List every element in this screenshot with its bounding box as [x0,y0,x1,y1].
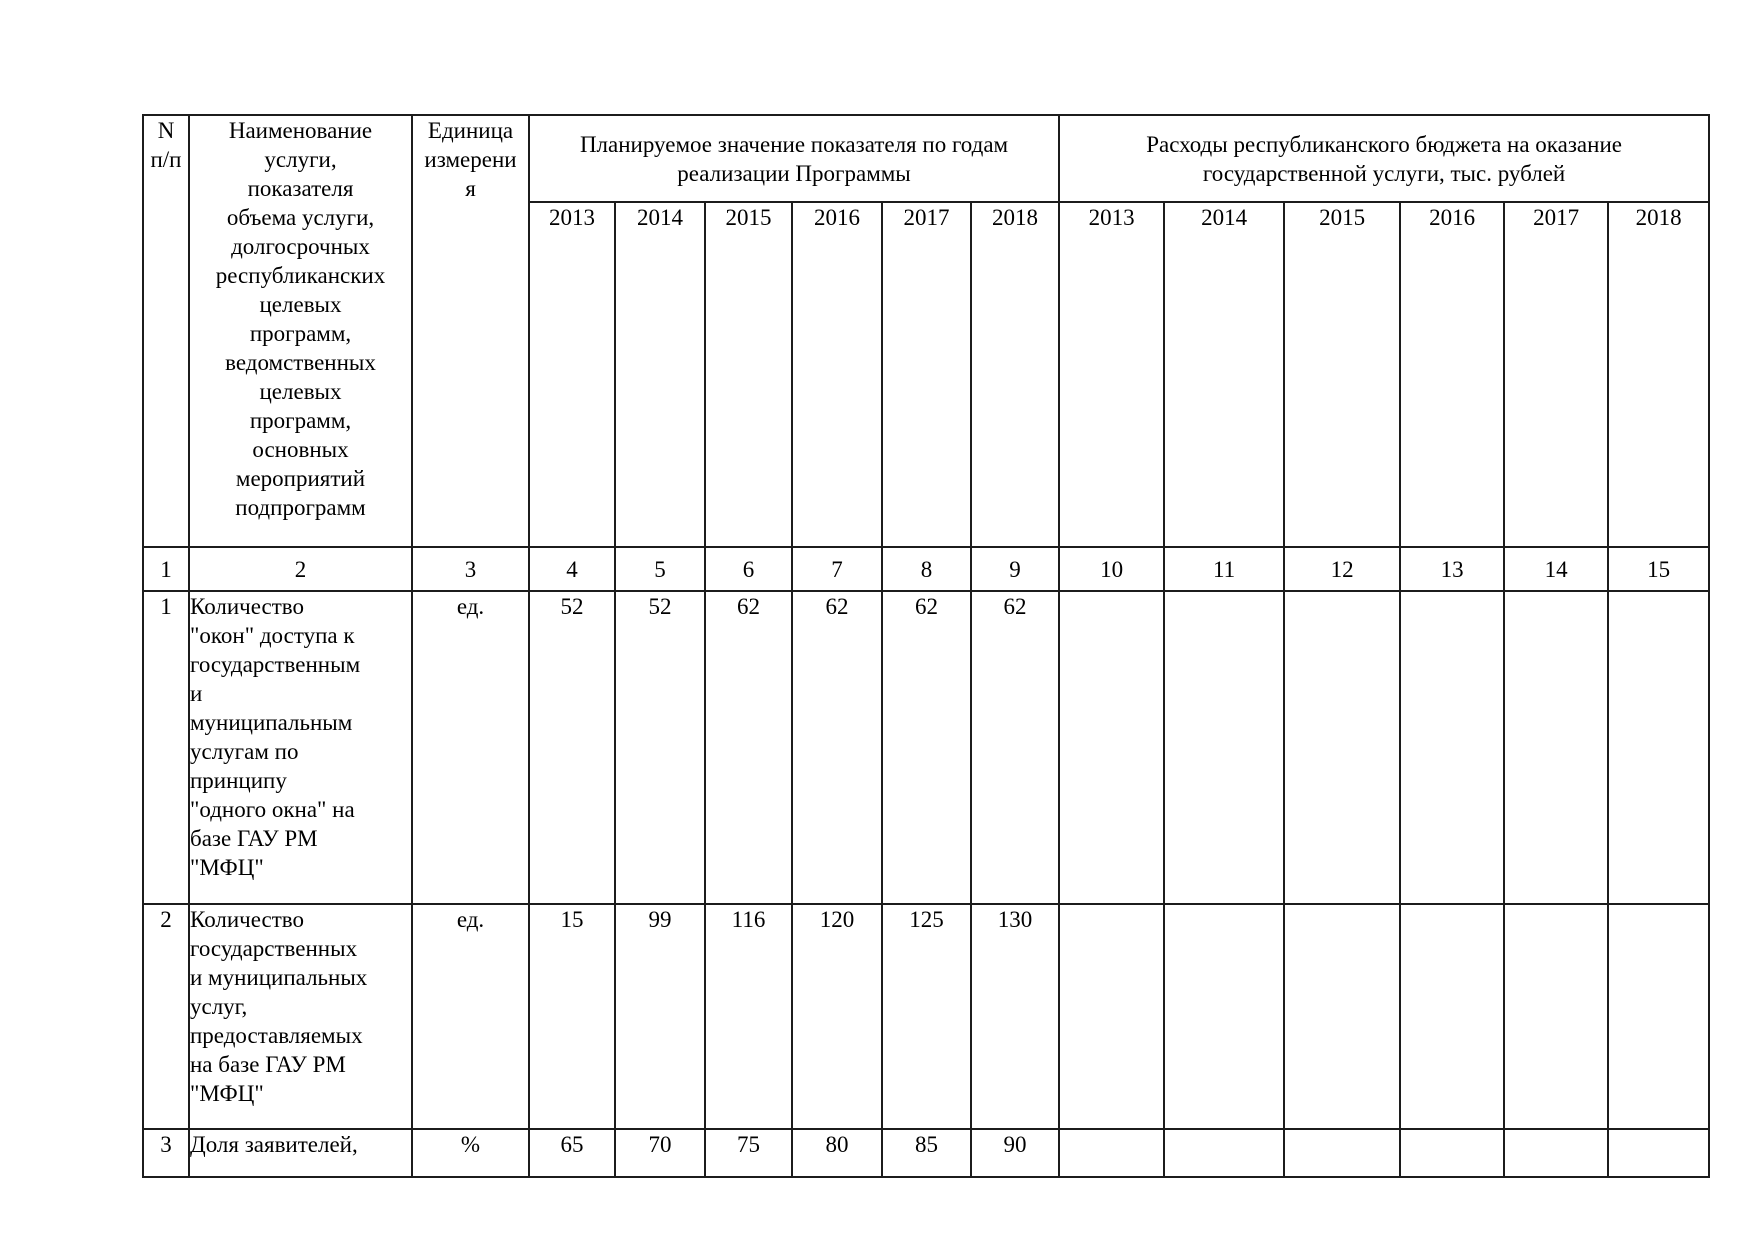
planned-value-cell: 65 [528,1128,616,1178]
planned-value-cell: 85 [881,1128,972,1178]
unit-cell: % [411,1128,530,1178]
column-number: 12 [1283,546,1402,592]
row-number-cell: 2 [142,903,190,1130]
header-planned-group: Планируемое значение показателя по годам… [527,114,1061,203]
budget-value-cell [1283,590,1402,905]
budget-year-header: 2018 [1607,201,1711,548]
planned-year-header: 2013 [528,201,616,548]
column-number: 10 [1058,546,1166,592]
header-unit: Единица измерени я [411,114,530,548]
budget-year-header: 2013 [1058,201,1166,548]
column-number: 3 [411,546,530,592]
planned-value-cell: 15 [528,903,616,1130]
planned-year-header: 2016 [791,201,883,548]
budget-value-cell [1058,590,1166,905]
planned-value-cell: 90 [969,1128,1061,1178]
planned-value-cell: 62 [704,590,793,905]
column-numbers-row: 1 2 3 4 5 6 7 8 9 10 11 12 13 14 15 [142,546,1711,592]
budget-value-cell [1399,590,1506,905]
budget-value-cell [1163,903,1286,1130]
budget-value-cell [1163,1128,1286,1178]
budget-value-cell [1399,903,1506,1130]
column-number: 14 [1503,546,1610,592]
budget-year-header: 2015 [1283,201,1402,548]
table-row: 3 Доля заявителей, % 65 70 75 80 85 90 [142,1128,1711,1178]
budget-value-cell [1163,590,1286,905]
column-number: 11 [1163,546,1286,592]
header-group-row: N п/п Наименование услуги, показателя об… [142,114,1711,548]
planned-value-cell: 62 [969,590,1061,905]
budget-value-cell [1607,1128,1711,1178]
column-number: 2 [188,546,413,592]
planned-value-cell: 52 [614,590,706,905]
planned-value-cell: 80 [791,1128,883,1178]
indicators-table: N п/п Наименование услуги, показателя об… [142,114,1711,1178]
planned-value-cell: 116 [704,903,793,1130]
planned-value-cell: 75 [704,1128,793,1178]
budget-year-header: 2014 [1163,201,1286,548]
planned-value-cell: 99 [614,903,706,1130]
budget-value-cell [1283,903,1402,1130]
unit-cell: ед. [411,590,530,905]
service-name-cell: Доля заявителей, [188,1128,413,1178]
column-number: 5 [614,546,706,592]
budget-year-header: 2017 [1503,201,1610,548]
planned-value-cell: 125 [881,903,972,1130]
column-number: 7 [791,546,883,592]
planned-year-header: 2015 [704,201,793,548]
budget-value-cell [1607,590,1711,905]
planned-year-header: 2014 [614,201,706,548]
budget-value-cell [1503,1128,1610,1178]
planned-year-header: 2017 [881,201,972,548]
planned-value-cell: 120 [791,903,883,1130]
planned-value-cell: 52 [528,590,616,905]
planned-year-header: 2018 [969,201,1061,548]
planned-value-cell: 62 [791,590,883,905]
column-number: 1 [142,546,190,592]
column-number: 15 [1607,546,1711,592]
row-number-cell: 3 [142,1128,190,1178]
budget-value-cell [1399,1128,1506,1178]
planned-value-cell: 70 [614,1128,706,1178]
column-number: 9 [969,546,1061,592]
column-number: 13 [1399,546,1506,592]
service-name-cell: Количество "окон" доступа к государствен… [188,590,413,905]
budget-value-cell [1503,590,1610,905]
service-name-cell: Количество государственных и муниципальн… [188,903,413,1130]
unit-cell: ед. [411,903,530,1130]
budget-value-cell [1058,1128,1166,1178]
column-number: 8 [881,546,972,592]
header-years-row: 2013 2014 2015 2016 2017 2018 2013 2014 … [143,201,1711,548]
budget-value-cell [1058,903,1166,1130]
budget-value-cell [1283,1128,1402,1178]
planned-value-cell: 130 [969,903,1061,1130]
planned-value-cell: 62 [881,590,972,905]
budget-value-cell [1607,903,1711,1130]
budget-value-cell [1503,903,1610,1130]
column-number: 6 [704,546,793,592]
column-number: 4 [528,546,616,592]
budget-year-header: 2016 [1399,201,1506,548]
table-row: 1 Количество "окон" доступа к государств… [142,590,1711,905]
header-service-name: Наименование услуги, показателя объема у… [188,114,413,548]
row-number-cell: 1 [142,590,190,905]
table-row: 2 Количество государственных и муниципал… [142,903,1711,1130]
header-row-number: N п/п [142,114,190,548]
header-budget-group: Расходы республиканского бюджета на оказ… [1058,114,1711,203]
